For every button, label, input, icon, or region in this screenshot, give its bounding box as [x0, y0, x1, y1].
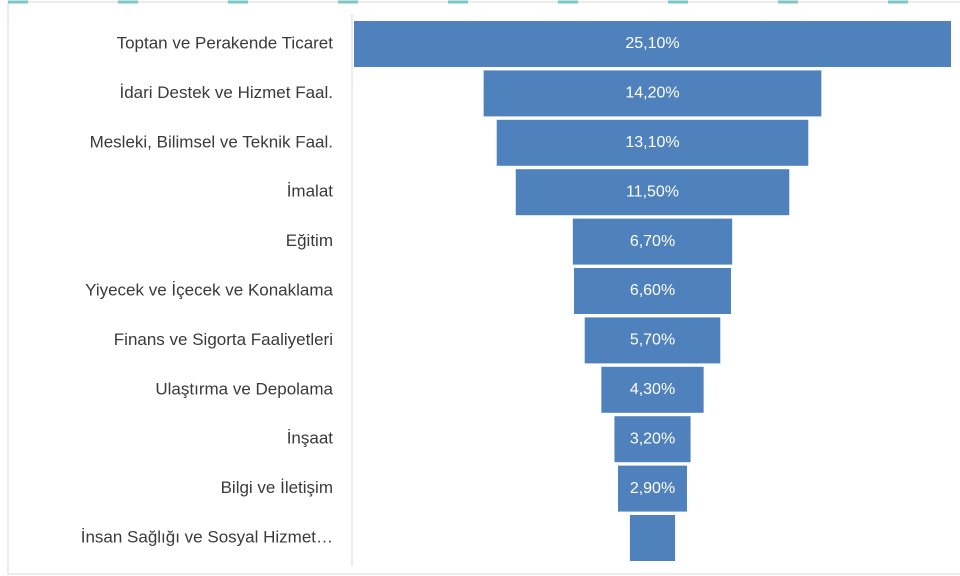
bar — [515, 169, 790, 216]
bar — [614, 416, 691, 463]
category-label: İnsan Sağlığı ve Sosyal Hizmet… — [81, 527, 333, 546]
value-label: 6,60% — [630, 282, 675, 299]
category-label: Bilgi ve İletişim — [221, 478, 333, 497]
value-label: 3,20% — [630, 430, 675, 447]
category-label: Yiyecek ve İçecek ve Konaklama — [85, 280, 333, 299]
value-label: 11,50% — [626, 183, 679, 200]
bar — [584, 317, 721, 364]
value-label: 13,10% — [625, 134, 679, 151]
category-label: İdari Destek ve Hizmet Faal. — [119, 83, 333, 102]
value-label: 5,70% — [630, 332, 675, 349]
value-label: 14,20% — [625, 85, 679, 102]
category-label: İnşaat — [287, 429, 334, 448]
value-label: 4,30% — [630, 381, 675, 398]
bar — [572, 218, 733, 265]
bar — [618, 465, 687, 512]
category-label: İmalat — [287, 182, 334, 201]
bar — [483, 70, 822, 117]
value-label: 2,90% — [630, 480, 675, 497]
value-label: 25,10% — [625, 35, 679, 52]
category-label: Mesleki, Bilimsel ve Teknik Faal. — [90, 132, 333, 151]
bar — [574, 268, 731, 314]
bar — [496, 119, 809, 166]
chart-border — [7, 1, 960, 575]
category-label: Toptan ve Perakende Ticaret — [117, 33, 334, 52]
bar — [354, 21, 951, 67]
value-label: 6,70% — [630, 233, 675, 250]
bar — [629, 515, 676, 561]
category-label: Eğitim — [286, 231, 333, 250]
bar — [601, 366, 704, 413]
category-label: Ulaştırma ve Depolama — [155, 379, 333, 398]
category-label: Finans ve Sigorta Faaliyetleri — [114, 330, 333, 349]
